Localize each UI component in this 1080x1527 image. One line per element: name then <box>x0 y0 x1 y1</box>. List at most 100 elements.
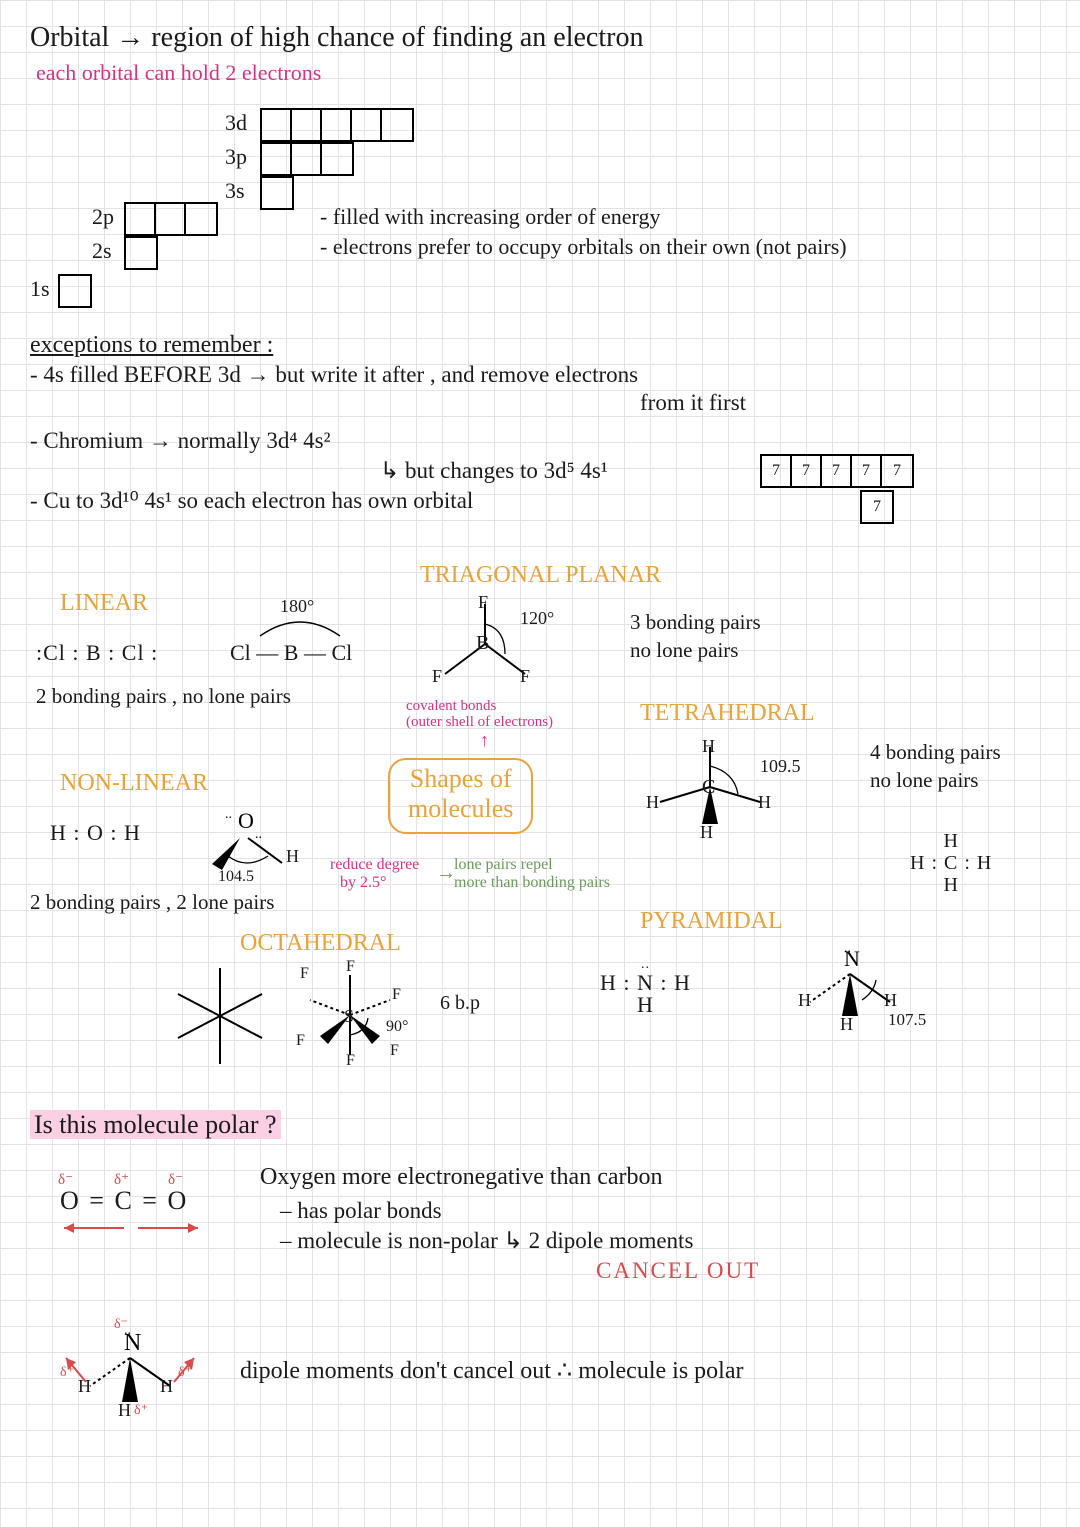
octa-f1: F <box>300 965 309 983</box>
octa-f3: F <box>392 986 401 1004</box>
polar-l1: Oxygen more electronegative than carbon <box>260 1164 663 1191</box>
pyra-title: PYRAMIDAL <box>640 908 783 935</box>
polar-question: Is this molecule polar ? <box>30 1110 281 1140</box>
exceptions-l2: - Chromium → normally 3d⁴ 4s² <box>30 428 330 454</box>
covalent-note2: (outer shell of electrons) <box>406 714 553 731</box>
label-3d: 3d <box>225 110 247 136</box>
octa-f2: F <box>346 958 355 976</box>
linear-line: Cl — B — Cl <box>230 640 352 666</box>
svg-text:O: O <box>238 808 254 833</box>
nonlin-diagram: O .... <box>190 808 320 878</box>
box-fill: 7 <box>762 456 792 486</box>
nonlin-angle: 104.5 <box>218 868 254 886</box>
octa-c: S <box>344 1006 354 1027</box>
trig-f1: F <box>478 592 488 613</box>
center-title: Shapes of molecules <box>388 758 533 834</box>
label-2p: 2p <box>92 204 114 230</box>
subtitle: each orbital can hold 2 electrons <box>36 60 321 86</box>
nonlin-dot: H : O : H <box>50 820 141 846</box>
tetra-n2: no lone pairs <box>870 768 978 793</box>
boxes-1s <box>58 274 92 308</box>
linear-note: 2 bonding pairs , no lone pairs <box>36 684 291 709</box>
exceptions-l2b: ↳ but changes to 3d⁵ 4s¹ <box>380 458 608 484</box>
trig-f3: F <box>520 666 530 687</box>
arrow-icon: → <box>436 862 456 885</box>
nh3-h3: H <box>118 1400 131 1421</box>
exception-boxes-3d: 7 7 7 7 7 <box>760 454 914 488</box>
center-title-b: molecules <box>408 794 513 823</box>
co2-arrows-icon <box>54 1216 204 1242</box>
polar-q-hl: Is this molecule polar ? <box>30 1110 281 1139</box>
box-fill: 7 <box>792 456 822 486</box>
nh3-dp2: δ⁺ <box>178 1364 192 1381</box>
nh3-dp3: δ⁺ <box>134 1402 148 1419</box>
pyra-h3: H <box>840 1014 853 1035</box>
polar-l2: – has polar bonds <box>280 1198 442 1224</box>
hint2: by 2.5° <box>340 874 386 892</box>
pyra-angle: 107.5 <box>888 1010 926 1030</box>
exceptions-l1: - 4s filled BEFORE 3d → but write it aft… <box>30 362 638 388</box>
page-title: Orbital → region of high chance of findi… <box>30 22 643 54</box>
exception-boxes-4s: 7 <box>860 490 894 524</box>
trig-n1: 3 bonding pairs <box>630 610 761 635</box>
tetra-h4: H <box>700 822 713 843</box>
linear-arc-icon <box>250 614 350 642</box>
co2-formula: O = C = O <box>60 1186 188 1216</box>
pyra-h1: H <box>798 990 811 1011</box>
pyra-dot: .. H : N : H H <box>600 950 691 1016</box>
boxes-3d <box>260 108 414 142</box>
exceptions-head: exceptions to remember : <box>30 332 273 359</box>
octa-f4: F <box>296 1032 305 1050</box>
tetra-h3: H <box>758 792 771 813</box>
nonlin-title: NON-LINEAR <box>60 770 208 797</box>
nh3-h1: H <box>78 1376 91 1397</box>
pyra-h: H <box>637 992 654 1017</box>
tdot: H : C : H <box>910 852 992 874</box>
trig-f2: F <box>432 666 442 687</box>
trig-centre: B <box>476 632 489 655</box>
exceptions-l3: - Cu to 3d¹⁰ 4s¹ so each electron has ow… <box>30 488 473 514</box>
octa-bp: 6 b.p <box>440 992 480 1015</box>
octa-f5: F <box>346 1052 355 1070</box>
hint1: reduce degree <box>330 856 419 874</box>
orbital-note-a: - filled with increasing order of energy <box>320 204 660 230</box>
tetra-title: TETRAHEDRAL <box>640 700 815 727</box>
svg-text:..: .. <box>225 808 232 822</box>
octa-angle: 90° <box>386 1018 408 1036</box>
nh3-h2: H <box>160 1376 173 1397</box>
hint3: lone pairs repel <box>454 856 553 874</box>
exceptions-l1b: from it first <box>640 390 746 416</box>
label-3p: 3p <box>225 144 247 170</box>
tetra-angle: 109.5 <box>760 756 801 777</box>
hint4: more than bonding pairs <box>454 874 610 892</box>
polar-l3b: CANCEL OUT <box>596 1258 760 1284</box>
trig-title: TRIAGONAL PLANAR <box>420 562 661 589</box>
octa-f6: F <box>390 1042 399 1060</box>
trig-n2: no lone pairs <box>630 638 738 663</box>
linear-title: LINEAR <box>60 590 148 617</box>
boxes-2s <box>124 236 158 270</box>
nh3-dp1: δ⁺ <box>60 1364 74 1381</box>
svg-text:..: .. <box>255 827 262 842</box>
polar-l3-text: – molecule is non-polar ↳ 2 dipole momen… <box>280 1228 693 1253</box>
tetra-h2: H <box>646 792 659 813</box>
th: H <box>943 830 958 852</box>
box-fill: 7 <box>882 456 912 486</box>
label-2s: 2s <box>92 238 112 264</box>
th2: H <box>943 874 958 896</box>
co2-dm2: δ⁻ <box>168 1170 183 1189</box>
polar-l3: – molecule is non-polar ↳ 2 dipole momen… <box>280 1228 693 1254</box>
tetra-dot: H H : C : H H <box>910 830 992 896</box>
tetra-h1: H <box>702 736 715 757</box>
pyra-h2: H <box>884 990 897 1011</box>
nonlin-note: 2 bonding pairs , 2 lone pairs <box>30 890 274 915</box>
boxes-3p <box>260 142 354 176</box>
octa-title: OCTAHEDRAL <box>240 930 401 957</box>
orbital-note-b: - electrons prefer to occupy orbitals on… <box>320 234 847 260</box>
nonlin-h: H <box>286 846 299 867</box>
covalent-note1: covalent bonds <box>406 698 496 715</box>
tetra-c: C <box>702 776 715 799</box>
box-fill: 7 <box>862 492 892 522</box>
boxes-3s <box>260 176 294 210</box>
arrow-up-icon: ↑ <box>480 730 489 751</box>
